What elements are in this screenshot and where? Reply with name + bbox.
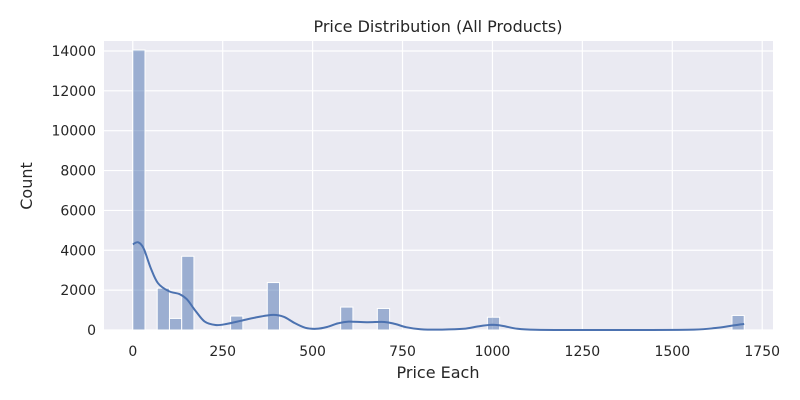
- x-tick-label: 1500: [654, 344, 690, 360]
- y-tick-label: 4000: [60, 243, 96, 259]
- histogram-bar: [181, 255, 195, 331]
- x-tick-labels: 0 250 500 750 1000 1250 1500 1750: [128, 344, 780, 360]
- y-tick-label: 10000: [51, 124, 96, 140]
- x-tick-label: 1250: [565, 344, 601, 360]
- y-tick-label: 6000: [60, 203, 96, 219]
- histogram-bar: [340, 306, 354, 331]
- kde-line: [132, 241, 745, 332]
- x-tick-label: 1750: [744, 344, 780, 360]
- y-tick-label: 14000: [51, 44, 96, 60]
- y-tick-label: 8000: [60, 164, 96, 180]
- x-tick-label: 750: [389, 344, 416, 360]
- x-axis-title: Price Each: [397, 363, 480, 382]
- x-tick-label: 1000: [475, 344, 511, 360]
- histogram-bar: [132, 49, 146, 331]
- histogram-bar: [486, 316, 501, 331]
- plot-background: [104, 41, 773, 330]
- y-tick-label: 2000: [60, 283, 96, 299]
- histogram-bar: [266, 282, 281, 331]
- chart-title: Price Distribution (All Products): [313, 17, 562, 36]
- y-tick-label: 12000: [51, 84, 96, 100]
- histogram-bar: [168, 317, 183, 331]
- grid-lines: [104, 41, 773, 331]
- y-tick-label: 0: [87, 323, 96, 339]
- x-tick-label: 0: [128, 344, 137, 360]
- x-tick-label: 500: [299, 344, 326, 360]
- histogram-bar: [731, 314, 745, 331]
- y-tick-labels: 0 2000 4000 6000 8000 10000 12000 14000: [51, 44, 96, 339]
- histogram-bar: [156, 287, 170, 331]
- y-axis-title: Count: [17, 162, 36, 210]
- histogram-bar: [376, 307, 391, 331]
- histogram-bars: [132, 49, 745, 331]
- x-tick-label: 250: [209, 344, 236, 360]
